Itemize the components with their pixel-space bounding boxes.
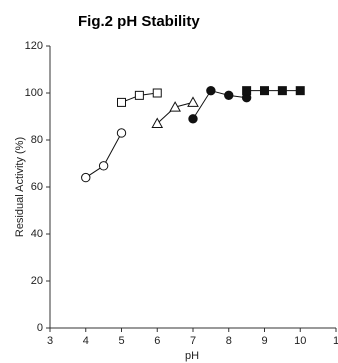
y-axis-label: Residual Activity (%) — [14, 137, 26, 237]
y-tick-label: 40 — [31, 228, 43, 240]
point — [98, 161, 109, 171]
point — [151, 117, 164, 129]
x-tick-label: 8 — [226, 335, 232, 347]
series-line — [192, 90, 247, 120]
chart-title: Fig.2 pH Stability — [78, 13, 200, 30]
point — [206, 85, 216, 96]
point — [260, 86, 269, 96]
x-tick-label: 10 — [294, 335, 306, 347]
point — [277, 86, 287, 96]
point — [295, 86, 305, 96]
x-tick-label: 1 — [333, 335, 338, 347]
point — [134, 90, 144, 100]
point — [224, 90, 234, 101]
y-tick-label: 80 — [31, 134, 43, 146]
x-tick-label: 7 — [190, 335, 196, 347]
point — [116, 128, 127, 138]
point — [188, 114, 198, 124]
point — [117, 97, 126, 107]
y-tick-label: 100 — [25, 87, 43, 99]
point — [152, 88, 162, 98]
point — [187, 96, 199, 107]
y-tick-label: 20 — [31, 275, 43, 287]
point — [242, 86, 252, 96]
series-line — [85, 132, 122, 179]
x-tick-label: 3 — [47, 335, 53, 347]
x-tick-label: 4 — [83, 335, 89, 347]
y-tick-label: 60 — [31, 181, 43, 193]
y-tick-label: 120 — [25, 40, 43, 52]
x-tick-label: 5 — [118, 335, 124, 347]
y-tick-label: 0 — [37, 322, 43, 334]
x-axis-label: pH — [185, 350, 199, 362]
point — [169, 101, 181, 112]
x-tick-label: 6 — [154, 335, 160, 347]
x-tick-label: 9 — [261, 335, 267, 347]
point — [81, 172, 91, 183]
